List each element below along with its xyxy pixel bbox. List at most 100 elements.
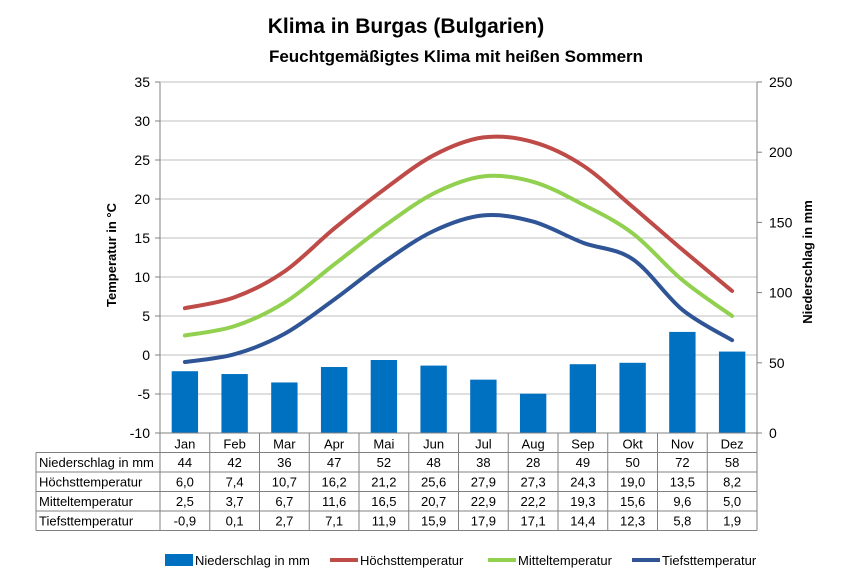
- y-right-tick-label: 250: [769, 74, 793, 90]
- table-cell: 15,6: [620, 494, 645, 509]
- x-tick-label: Apr: [324, 437, 345, 452]
- bar-niederschlag: [420, 365, 447, 433]
- table-cell: 6,0: [176, 475, 194, 490]
- table-cell: 24,3: [570, 475, 595, 490]
- line-hoechsttemperatur: [182, 134, 735, 311]
- table-cell: 27,9: [471, 475, 496, 490]
- table-cell: 17,9: [471, 514, 496, 529]
- table-cell: 20,7: [421, 494, 446, 509]
- table-cell: 22,9: [471, 494, 496, 509]
- bar-niederschlag: [221, 374, 248, 433]
- table-cell: 38: [476, 455, 490, 470]
- y-left-tick-label: 35: [134, 74, 150, 90]
- x-tick-label: Nov: [671, 437, 695, 452]
- table-row-label: Mitteltemperatur: [39, 494, 134, 509]
- y-left-tick-label: 15: [134, 230, 150, 246]
- legend-label: Tiefsttemperatur: [662, 553, 757, 568]
- table-cell: 5,8: [673, 514, 691, 529]
- y-right-tick-label: 150: [769, 214, 793, 230]
- x-tick-label: Aug: [522, 437, 545, 452]
- legend-swatch-bar: [165, 554, 193, 566]
- table-cell: 16,5: [371, 494, 396, 509]
- bar-niederschlag: [370, 359, 398, 433]
- x-tick-label: Feb: [223, 437, 245, 452]
- table-cell: 25,6: [421, 475, 446, 490]
- bar-niederschlag: [470, 379, 497, 433]
- table-cell: 8,2: [723, 475, 741, 490]
- table-cell: 19,3: [570, 494, 595, 509]
- y-axis-left-label: Temperatur in °C: [104, 202, 119, 307]
- x-tick-label: Dez: [721, 437, 744, 452]
- table-cell: 58: [725, 455, 739, 470]
- table-cell: 1,9: [723, 514, 741, 529]
- table-cell: 7,4: [226, 475, 244, 490]
- y-right-tick-label: 0: [769, 425, 777, 441]
- bar-niederschlag: [171, 371, 199, 433]
- table-cell: 28: [526, 455, 540, 470]
- table-cell: 11,9: [372, 514, 396, 529]
- x-tick-label: Sep: [571, 437, 594, 452]
- table-cell: 2,5: [176, 494, 194, 509]
- table-cell: 12,3: [620, 514, 645, 529]
- bar-niederschlag: [320, 367, 348, 433]
- line-tiefsttemperatur: [182, 213, 735, 364]
- table-cell: 72: [675, 455, 689, 470]
- y-left-tick-label: 10: [134, 269, 150, 285]
- x-tick-label: Mai: [373, 437, 394, 452]
- chart-title: Klima in Burgas (Bulgarien): [268, 15, 545, 38]
- table-cell: 10,7: [272, 475, 297, 490]
- y-left-tick-label: 5: [142, 308, 150, 324]
- y-axis-right-label: Niederschlag in mm: [800, 200, 815, 324]
- table-cell: 47: [327, 455, 341, 470]
- bar-niederschlag: [619, 362, 646, 433]
- table-cell: 50: [625, 455, 639, 470]
- table-cell: 7,1: [325, 514, 343, 529]
- table-cell: 44: [178, 455, 192, 470]
- table-row-label: Tiefsttemperatur: [39, 514, 134, 529]
- table-cell: 17,1: [520, 514, 545, 529]
- x-tick-label: Mar: [273, 437, 296, 452]
- table-cell: 27,3: [520, 475, 545, 490]
- x-tick-label: Okt: [623, 437, 644, 452]
- line-mitteltemperatur: [182, 173, 735, 338]
- table-cell: 3,7: [226, 494, 244, 509]
- table-cell: 13,5: [670, 475, 695, 490]
- x-tick-label: Jun: [423, 437, 444, 452]
- y-left-tick-label: 0: [142, 347, 150, 363]
- table-cell: 19,0: [620, 475, 645, 490]
- chart-subtitle: Feuchtgemäßigtes Klima mit heißen Sommer…: [269, 47, 643, 66]
- y-right-tick-label: 200: [769, 144, 793, 160]
- bar-niederschlag: [718, 351, 746, 433]
- y-right-tick-label: 50: [769, 355, 785, 371]
- table-cell: 15,9: [421, 514, 446, 529]
- y-left-tick-label: 30: [134, 113, 150, 129]
- table-cell: 5,0: [723, 494, 741, 509]
- bar-niederschlag: [569, 364, 597, 433]
- table-cell: -0,9: [174, 514, 196, 529]
- table-cell: 11,6: [322, 494, 346, 509]
- table-row-label: Höchsttemperatur: [39, 475, 143, 490]
- legend-label: Höchsttemperatur: [360, 553, 464, 568]
- y-left-tick-label: -5: [138, 386, 151, 402]
- y-right-tick-label: 100: [769, 285, 793, 301]
- table-cell: 9,6: [673, 494, 691, 509]
- legend-label: Niederschlag in mm: [195, 553, 310, 568]
- y-left-tick-label: -10: [130, 425, 150, 441]
- table-cell: 52: [377, 455, 391, 470]
- y-left-tick-label: 20: [134, 191, 150, 207]
- table-cell: 36: [277, 455, 291, 470]
- table-cell: 0,1: [226, 514, 244, 529]
- y-left-tick-label: 25: [134, 152, 150, 168]
- table-cell: 16,2: [321, 475, 346, 490]
- bar-niederschlag: [519, 393, 547, 433]
- bar-niederschlag: [669, 331, 696, 433]
- x-tick-label: Jul: [475, 437, 492, 452]
- legend-label: Mitteltemperatur: [518, 553, 613, 568]
- table-cell: 42: [227, 455, 241, 470]
- table-cell: 2,7: [275, 514, 293, 529]
- table-row-label: Niederschlag in mm: [39, 455, 154, 470]
- bar-niederschlag: [271, 382, 298, 433]
- table-cell: 21,2: [371, 475, 396, 490]
- table-cell: 14,4: [570, 514, 595, 529]
